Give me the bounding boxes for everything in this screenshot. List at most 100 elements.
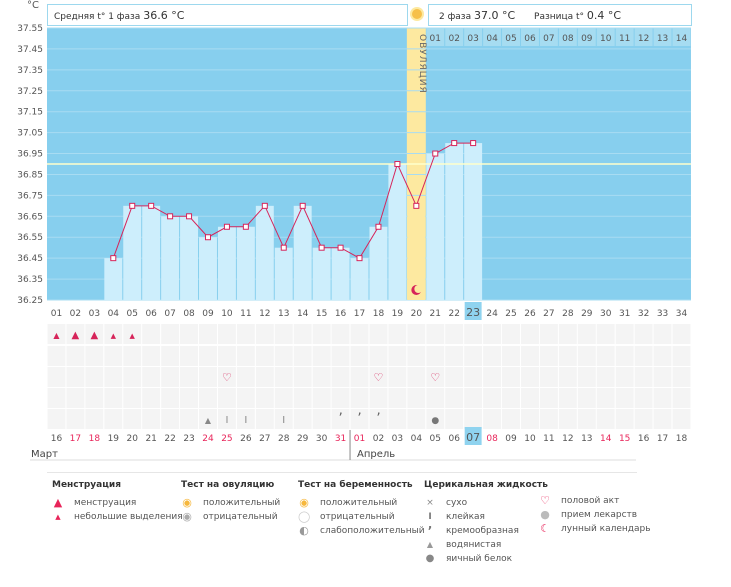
symbol-cell [47, 346, 66, 366]
temp-point [337, 244, 344, 251]
drop-icon: ▲ [53, 496, 63, 509]
symbol-cell [293, 367, 312, 387]
date-label: 28 [278, 434, 290, 444]
phase2-day-label: 05 [505, 34, 516, 44]
y-axis: 37.55 37.45 37.35 37.25 37.15 37.05 36.95 36.85… [17, 24, 43, 306]
cycle-day-label: 33 [657, 309, 668, 319]
symbol-cell [180, 388, 199, 408]
symbol-cell [161, 388, 180, 408]
symbol-cell [653, 324, 672, 344]
symbol-cell [596, 367, 615, 387]
symbol-cell [142, 388, 161, 408]
cycle-day-label: 34 [676, 309, 688, 319]
symbol-cell [445, 388, 464, 408]
symbol-cell [255, 346, 274, 366]
phase2-day-cell [426, 28, 445, 46]
legend-title: Тест на овуляцию [181, 480, 275, 490]
date-label: 16 [638, 434, 650, 444]
symbol-cell [85, 409, 104, 429]
symbol-cell [483, 367, 502, 387]
symbol-cell [577, 367, 596, 387]
cycle-day-label: 03 [89, 309, 100, 319]
symbol-cell [653, 346, 672, 366]
symbol-cell [483, 324, 502, 344]
symbol-cell [255, 324, 274, 344]
date-label: 25 [221, 434, 232, 444]
symbol-cell [331, 388, 350, 408]
symbol-cell [369, 324, 388, 344]
symbol-cell [407, 367, 426, 387]
phase2-day-label: 02 [448, 34, 459, 44]
temp-point [261, 202, 268, 209]
negative-pregnancy-icon: ◯ [298, 510, 311, 523]
phase1-summary: Средняя t° 1 фаза 36.6 °C [47, 4, 408, 26]
legend-item: клейкая [446, 512, 485, 522]
temp-bar [123, 205, 142, 300]
symbol-cell [634, 324, 653, 344]
temp-point [413, 202, 420, 209]
phase2-day-cell [577, 28, 596, 46]
phase2-day-cell [464, 28, 483, 46]
symbol-cell [236, 367, 255, 387]
cycle-day-label: 01 [51, 309, 62, 319]
symbol-cell [615, 409, 634, 429]
symbol-cell [388, 367, 407, 387]
symbol-cell [426, 388, 445, 408]
symbol-cell [577, 324, 596, 344]
cycle-day-label: 05 [127, 309, 138, 319]
legend-title: Менструация [52, 480, 121, 490]
symbol-cell [539, 409, 558, 429]
month-march: Март [31, 449, 58, 460]
cycle-day-label: 08 [183, 309, 195, 319]
symbol-cell [615, 367, 634, 387]
symbol-cell [85, 367, 104, 387]
symbol-cell [369, 409, 388, 429]
symbol-cell [331, 367, 350, 387]
symbol-cell [255, 367, 274, 387]
current-day-highlight [464, 302, 482, 320]
symbol-cell [123, 367, 142, 387]
symbol-cell [407, 409, 426, 429]
symbol-cell [274, 324, 293, 344]
symbol-cell [502, 388, 520, 408]
date-label: 17 [70, 434, 81, 444]
legend-item: половой акт [561, 496, 620, 506]
legend-item: сухо [446, 498, 468, 508]
heart-icon: ♡ [222, 371, 232, 384]
cycle-day-label: 18 [373, 309, 385, 319]
symbol-cell [464, 409, 483, 429]
symbol-cell [634, 388, 653, 408]
cycle-day-label: 16 [335, 309, 347, 319]
date-label: 26 [240, 434, 252, 444]
pill-icon: ● [540, 508, 550, 521]
legend-title: Церикальная жидкость [424, 480, 548, 490]
symbol-cell [521, 388, 539, 408]
symbol-cell [161, 346, 180, 366]
phase2-day-label: 01 [430, 34, 441, 44]
date-label: 17 [657, 434, 668, 444]
symbol-cell [142, 346, 161, 366]
symbol-cell [199, 324, 217, 344]
temp-bar [199, 237, 217, 300]
symbol-cell [653, 367, 672, 387]
legend-menstruation: Менструация ▲ менструация ▲ небольшие выде… [52, 480, 183, 524]
legend-item: кремообразная [446, 526, 519, 536]
temp-point [280, 244, 287, 251]
y-tick-label: 37.55 [17, 24, 43, 34]
symbol-cell [85, 346, 104, 366]
date-label: 14 [600, 434, 612, 444]
y-tick-label: 36.65 [17, 212, 43, 222]
y-tick-label: 36.25 [17, 296, 43, 306]
date-label: 03 [392, 434, 403, 444]
symbol-cell [558, 388, 577, 408]
symbol-cell [672, 324, 691, 344]
symbol-cell [274, 367, 293, 387]
symbol-cell [388, 324, 407, 344]
y-tick-label: 37.05 [17, 129, 43, 139]
sticky-icon: I [282, 415, 285, 426]
temp-point [432, 150, 439, 157]
legend-item: водянистая [446, 540, 502, 550]
phase2-day-label: 03 [467, 34, 478, 44]
symbol-cell [521, 367, 539, 387]
cycle-day-label: 14 [297, 309, 309, 319]
